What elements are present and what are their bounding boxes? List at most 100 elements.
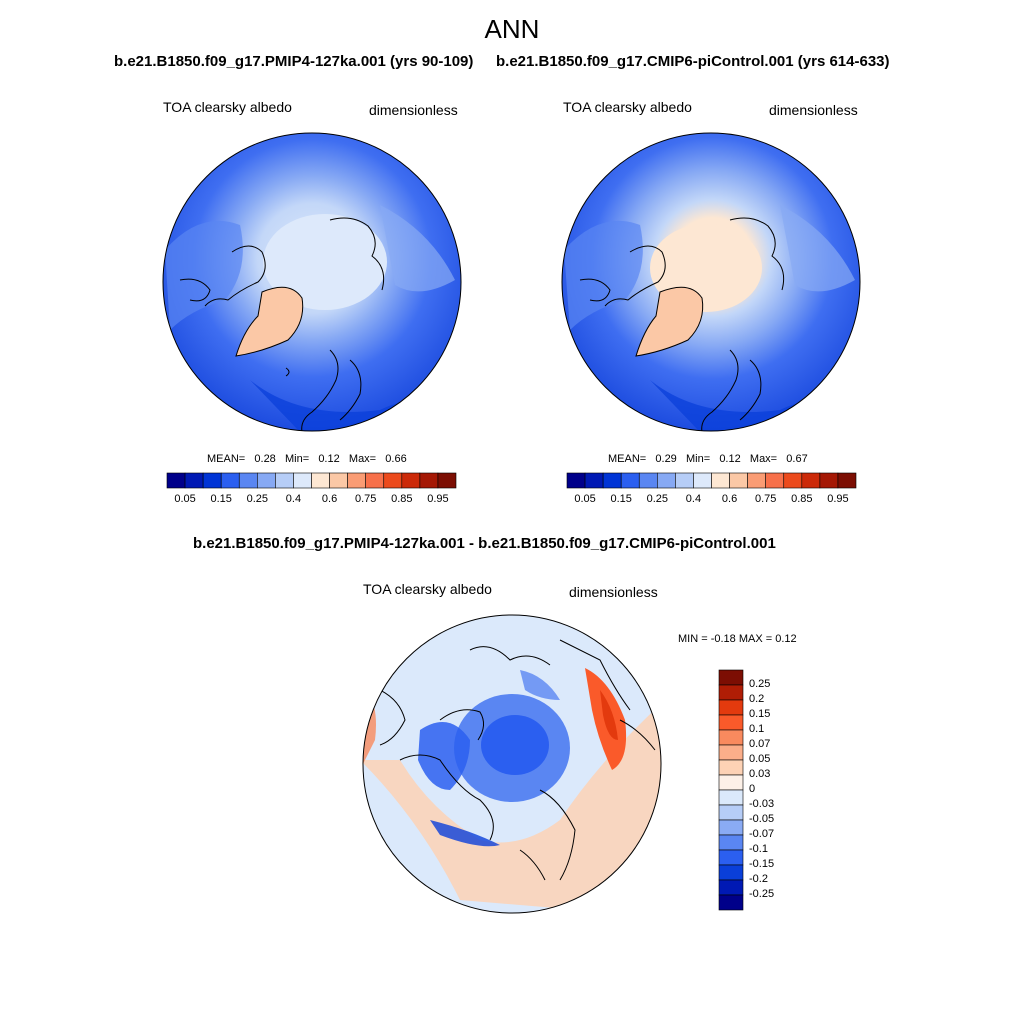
colorbar-swatch bbox=[293, 472, 312, 489]
panel-3-units-label: dimensionless bbox=[569, 584, 658, 600]
colorbar-swatch bbox=[202, 472, 222, 489]
colorbar-tick-label: 0.03 bbox=[749, 768, 771, 780]
colorbar-swatch bbox=[718, 714, 744, 731]
colorbar-tick-label: 0.85 bbox=[791, 493, 813, 505]
map-3-border bbox=[362, 614, 662, 914]
panel-2-stats: MEAN= 0.29 Min= 0.12 Max= 0.67 bbox=[608, 453, 808, 465]
colorbar-swatch bbox=[718, 699, 744, 716]
min-value: 0.12 bbox=[719, 453, 741, 465]
figure-title: ANN bbox=[484, 14, 540, 44]
panel-3-title: b.e21.B1850.f09_g17.PMIP4-127ka.001 - b.… bbox=[193, 535, 776, 552]
colorbar-tick-label: 0.6 bbox=[721, 493, 738, 505]
colorbar-swatch bbox=[783, 472, 803, 489]
map-1-coastlines bbox=[179, 217, 385, 431]
colorbar-swatch bbox=[329, 472, 348, 489]
min-value: 0.12 bbox=[318, 453, 340, 465]
colorbar-tick-label: 0.95 bbox=[427, 493, 449, 505]
colorbar-swatch bbox=[166, 472, 186, 489]
colorbar-swatch bbox=[801, 472, 821, 489]
colorbar-tick-label: 0.2 bbox=[749, 693, 765, 705]
map-2-field bbox=[562, 133, 860, 431]
colorbar-swatch bbox=[584, 472, 604, 489]
colorbar-swatch bbox=[747, 472, 766, 489]
colorbar-swatch bbox=[602, 472, 622, 489]
colorbar-tick-label: 0 bbox=[749, 783, 756, 795]
colorbar-swatch bbox=[837, 472, 857, 489]
colorbar-tick-label: -0.1 bbox=[749, 843, 768, 855]
colorbar-tick-label: 0.05 bbox=[174, 493, 196, 505]
colorbar-swatch bbox=[718, 774, 744, 791]
colorbar-swatch bbox=[718, 804, 744, 821]
colorbar-swatch bbox=[693, 472, 712, 489]
panel-1-variable-label: TOA clearsky albedo bbox=[163, 99, 292, 115]
colorbar-tick-label: -0.03 bbox=[749, 798, 775, 810]
min-label: Min= bbox=[284, 453, 310, 465]
colorbar-swatch bbox=[566, 472, 586, 489]
colorbar-swatch bbox=[718, 849, 744, 866]
colorbar-swatch bbox=[184, 472, 204, 489]
panel-1-stats: MEAN= 0.28 Min= 0.12 Max= 0.66 bbox=[207, 453, 407, 465]
colorbar-swatch bbox=[347, 472, 366, 489]
colorbar-swatch bbox=[718, 759, 744, 776]
colorbar-tick-label: 0.4 bbox=[285, 493, 302, 505]
colorbar-swatch bbox=[711, 472, 730, 489]
colorbar-swatch bbox=[383, 472, 403, 489]
max-label: Max= bbox=[348, 453, 377, 465]
colorbar-swatch bbox=[718, 819, 744, 836]
colorbar-tick-label: -0.25 bbox=[749, 888, 775, 900]
colorbar-swatch bbox=[718, 789, 744, 806]
colorbar-tick-label: 0.85 bbox=[391, 493, 413, 505]
colorbar-3 bbox=[718, 669, 744, 911]
panel-2-variable-label: TOA clearsky albedo bbox=[563, 99, 692, 115]
colorbar-swatch bbox=[718, 879, 744, 896]
colorbar-swatch bbox=[419, 472, 439, 489]
colorbar-swatch bbox=[718, 744, 744, 761]
colorbar-tick-label: -0.05 bbox=[749, 813, 775, 825]
map-2-border bbox=[561, 132, 861, 432]
colorbar-swatch bbox=[718, 864, 744, 881]
max-value: 0.67 bbox=[786, 453, 808, 465]
colorbar-tick-label: 0.75 bbox=[354, 493, 377, 505]
colorbar-swatch bbox=[718, 729, 744, 746]
colorbar-2 bbox=[566, 472, 857, 489]
panel-2-title: b.e21.B1850.f09_g17.CMIP6-piControl.001 … bbox=[496, 53, 890, 70]
colorbar-tick-label: 0.15 bbox=[210, 493, 232, 505]
map-3-field bbox=[363, 615, 661, 913]
colorbar-swatch bbox=[718, 669, 744, 686]
colorbar-swatch bbox=[718, 894, 744, 911]
colorbar-tick-label: 0.25 bbox=[749, 678, 771, 690]
colorbar-swatch bbox=[718, 684, 744, 701]
colorbar-tick-label: 0.1 bbox=[749, 723, 765, 735]
colorbar-swatch bbox=[401, 472, 421, 489]
panel-3-minmax: MIN = -0.18 MAX = 0.12 bbox=[678, 633, 797, 645]
map-2-coastlines bbox=[579, 217, 785, 431]
colorbar-swatch bbox=[718, 834, 744, 851]
colorbar-tick-label: 0.25 bbox=[246, 493, 269, 505]
colorbar-tick-label: 0.6 bbox=[321, 493, 338, 505]
mean-label: MEAN= bbox=[608, 453, 647, 465]
colorbar-tick-label: 0.05 bbox=[574, 493, 596, 505]
colorbar-swatch bbox=[275, 472, 294, 489]
max-value: 0.66 bbox=[385, 453, 407, 465]
max-label: Max= bbox=[749, 453, 778, 465]
mean-value: 0.29 bbox=[655, 453, 677, 465]
colorbar-tick-label: 0.15 bbox=[749, 708, 771, 720]
colorbar-swatch bbox=[257, 472, 276, 489]
colorbar-swatch bbox=[238, 472, 258, 489]
colorbar-tick-label: 0.4 bbox=[685, 493, 702, 505]
colorbar-swatch bbox=[675, 472, 694, 489]
colorbar-tick-label: 0.15 bbox=[610, 493, 632, 505]
colorbar-tick-label: 0.05 bbox=[749, 753, 771, 765]
colorbar-swatch bbox=[220, 472, 240, 489]
colorbar-swatch bbox=[311, 472, 330, 489]
colorbar-tick-label: -0.2 bbox=[749, 873, 768, 885]
colorbar-tick-label: 0.07 bbox=[749, 738, 771, 750]
map-1-field bbox=[163, 133, 461, 431]
min-label: Min= bbox=[685, 453, 711, 465]
colorbar-1 bbox=[166, 472, 457, 489]
mean-label: MEAN= bbox=[207, 453, 246, 465]
colorbar-swatch bbox=[365, 472, 385, 489]
colorbar-tick-label: 0.75 bbox=[754, 493, 777, 505]
colorbar-tick-label: 0.25 bbox=[646, 493, 669, 505]
